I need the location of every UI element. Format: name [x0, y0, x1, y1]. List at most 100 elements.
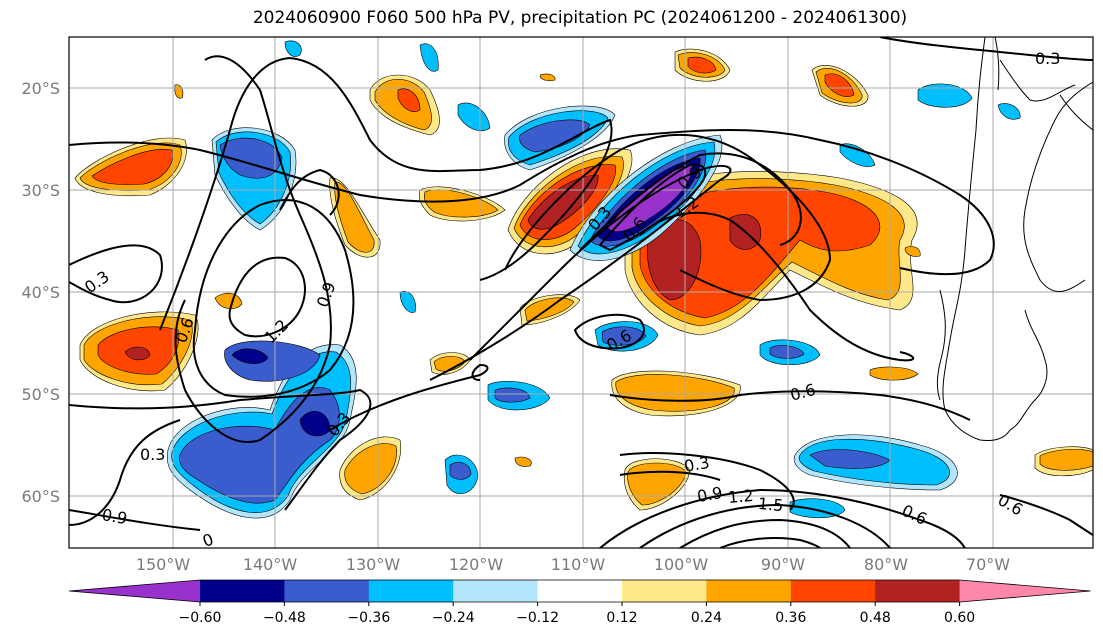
coastline [936, 37, 1093, 441]
precip-positive-blob [124, 346, 151, 361]
pv-contour [579, 152, 802, 251]
pv-contour [159, 56, 613, 331]
pv-contour [69, 129, 995, 276]
pv-contour [679, 518, 851, 548]
pv-contour [174, 55, 332, 443]
pv-contour [619, 470, 721, 481]
lat-tick-label: 30°S [21, 181, 60, 200]
pv-contour [429, 164, 732, 381]
colorbar-segment [537, 580, 623, 602]
lon-tick-label: 80°W [864, 555, 908, 574]
precip-positive-blob [687, 56, 717, 74]
lon-axis-labels: 150°W 140°W 130°W 120°W 110°W 100°W 90°W… [136, 555, 1010, 574]
precip-positive-blob [344, 443, 397, 495]
precip-positive-blob [904, 246, 921, 257]
colorbar-tick-label: 0.36 [775, 610, 806, 626]
precip-positive-blob [639, 186, 881, 319]
colorbar-tick-label: −0.60 [179, 610, 222, 626]
lat-tick-label: 40°S [21, 283, 60, 302]
lon-tick-label: 110°W [551, 555, 606, 574]
pv-contour [504, 134, 832, 302]
pv-contour [69, 388, 372, 511]
pv-contour [999, 494, 1093, 536]
precip-positive-blob [214, 292, 243, 310]
precip-positive-blob [334, 181, 375, 253]
precip-positive-blob [869, 366, 919, 381]
contour-label: 0.3 [683, 453, 711, 476]
colorbar-segment [284, 580, 370, 602]
pv-contour [192, 199, 355, 398]
colorbar-segment [790, 580, 876, 602]
precip-positive-blob [397, 88, 421, 112]
lat-tick-label: 60°S [21, 487, 60, 506]
pv-contours [69, 37, 1093, 548]
precip-negative-blob [419, 43, 439, 72]
pv-contour [329, 363, 489, 431]
colorbar-extend-min [69, 580, 200, 602]
pv-contour [639, 503, 891, 548]
precip-positive-blob [514, 456, 532, 467]
precip-negative-blob [494, 387, 531, 403]
contour-label: 0.9 [100, 505, 128, 528]
colorbar-tick-label: 0.24 [691, 610, 722, 626]
precip-positive-blob [824, 73, 855, 97]
pv-contour [228, 256, 306, 338]
colorbar-tick-label: 0.12 [606, 610, 637, 626]
lat-tick-label: 50°S [21, 385, 60, 404]
colorbar-extend-max [959, 580, 1091, 602]
precip-negative-blob [607, 164, 693, 232]
lon-tick-label: 70°W [966, 555, 1010, 574]
precip-negative-blob [284, 40, 302, 57]
contour-label: 0.3 [140, 445, 165, 464]
colorbar: −0.60 −0.48 −0.36 −0.24 −0.12 0.12 0.24 0.36 0.4… [68, 579, 1091, 626]
pv-contour [69, 509, 201, 531]
pv-contour [279, 168, 340, 216]
precip-positive-blob [539, 73, 556, 82]
precip-positive-blob [527, 174, 599, 230]
precip-negative-blob [457, 102, 491, 132]
pv-contour [619, 452, 795, 511]
precip-negative-blob [179, 387, 340, 504]
precip-positive-blob [627, 462, 687, 506]
map-frame [68, 36, 1094, 549]
colorbar-tick-label: 0.60 [944, 610, 975, 626]
pv-contour [573, 313, 645, 350]
pv-contour [599, 488, 966, 548]
colorbar-tick-label: −0.48 [263, 610, 306, 626]
contour-label: 0.9 [696, 483, 724, 506]
lon-tick-label: 140°W [243, 555, 298, 574]
colorbar-segment [622, 580, 707, 602]
contour-label: 1.2 [727, 486, 754, 507]
lon-tick-label: 100°W [654, 555, 709, 574]
colorbar-segment [875, 580, 961, 602]
lon-tick-label: 120°W [449, 555, 504, 574]
pv-contour [609, 390, 971, 421]
precip-negative-blob [231, 348, 269, 364]
precip-negative-blob [917, 83, 973, 108]
lon-tick-label: 150°W [136, 555, 191, 574]
map-title: 2024060900 F060 500 hPa PV, precipitatio… [252, 8, 908, 28]
gridlines [69, 37, 1093, 548]
colorbar-segment [453, 580, 539, 602]
colorbar-tick-label: −0.36 [347, 610, 390, 626]
precip-negative-blob [997, 103, 1021, 120]
colorbar-segment [706, 580, 792, 602]
precip-positive-blob [615, 374, 735, 412]
colorbar-tick-label: −0.12 [516, 610, 559, 626]
pv-contour [639, 211, 915, 362]
lat-axis-labels: 20°S 30°S 40°S 50°S 60°S [21, 79, 60, 506]
precip-positive-blob [1039, 449, 1093, 471]
contour-label: 1.5 [757, 494, 784, 515]
pv-contour [69, 419, 181, 526]
precip-negative-blob [449, 462, 472, 480]
colorbar-tick-label: −0.24 [432, 610, 475, 626]
colorbar-tick-label: 0.48 [860, 610, 891, 626]
lon-tick-label: 130°W [346, 555, 401, 574]
precip-negative-blob [769, 345, 805, 359]
precip-negative-blob [519, 119, 591, 153]
colorbar-segment [200, 580, 285, 602]
precip-positive-blob [91, 148, 173, 185]
precip-negative-blob [601, 326, 647, 346]
pv-contour [719, 537, 821, 548]
